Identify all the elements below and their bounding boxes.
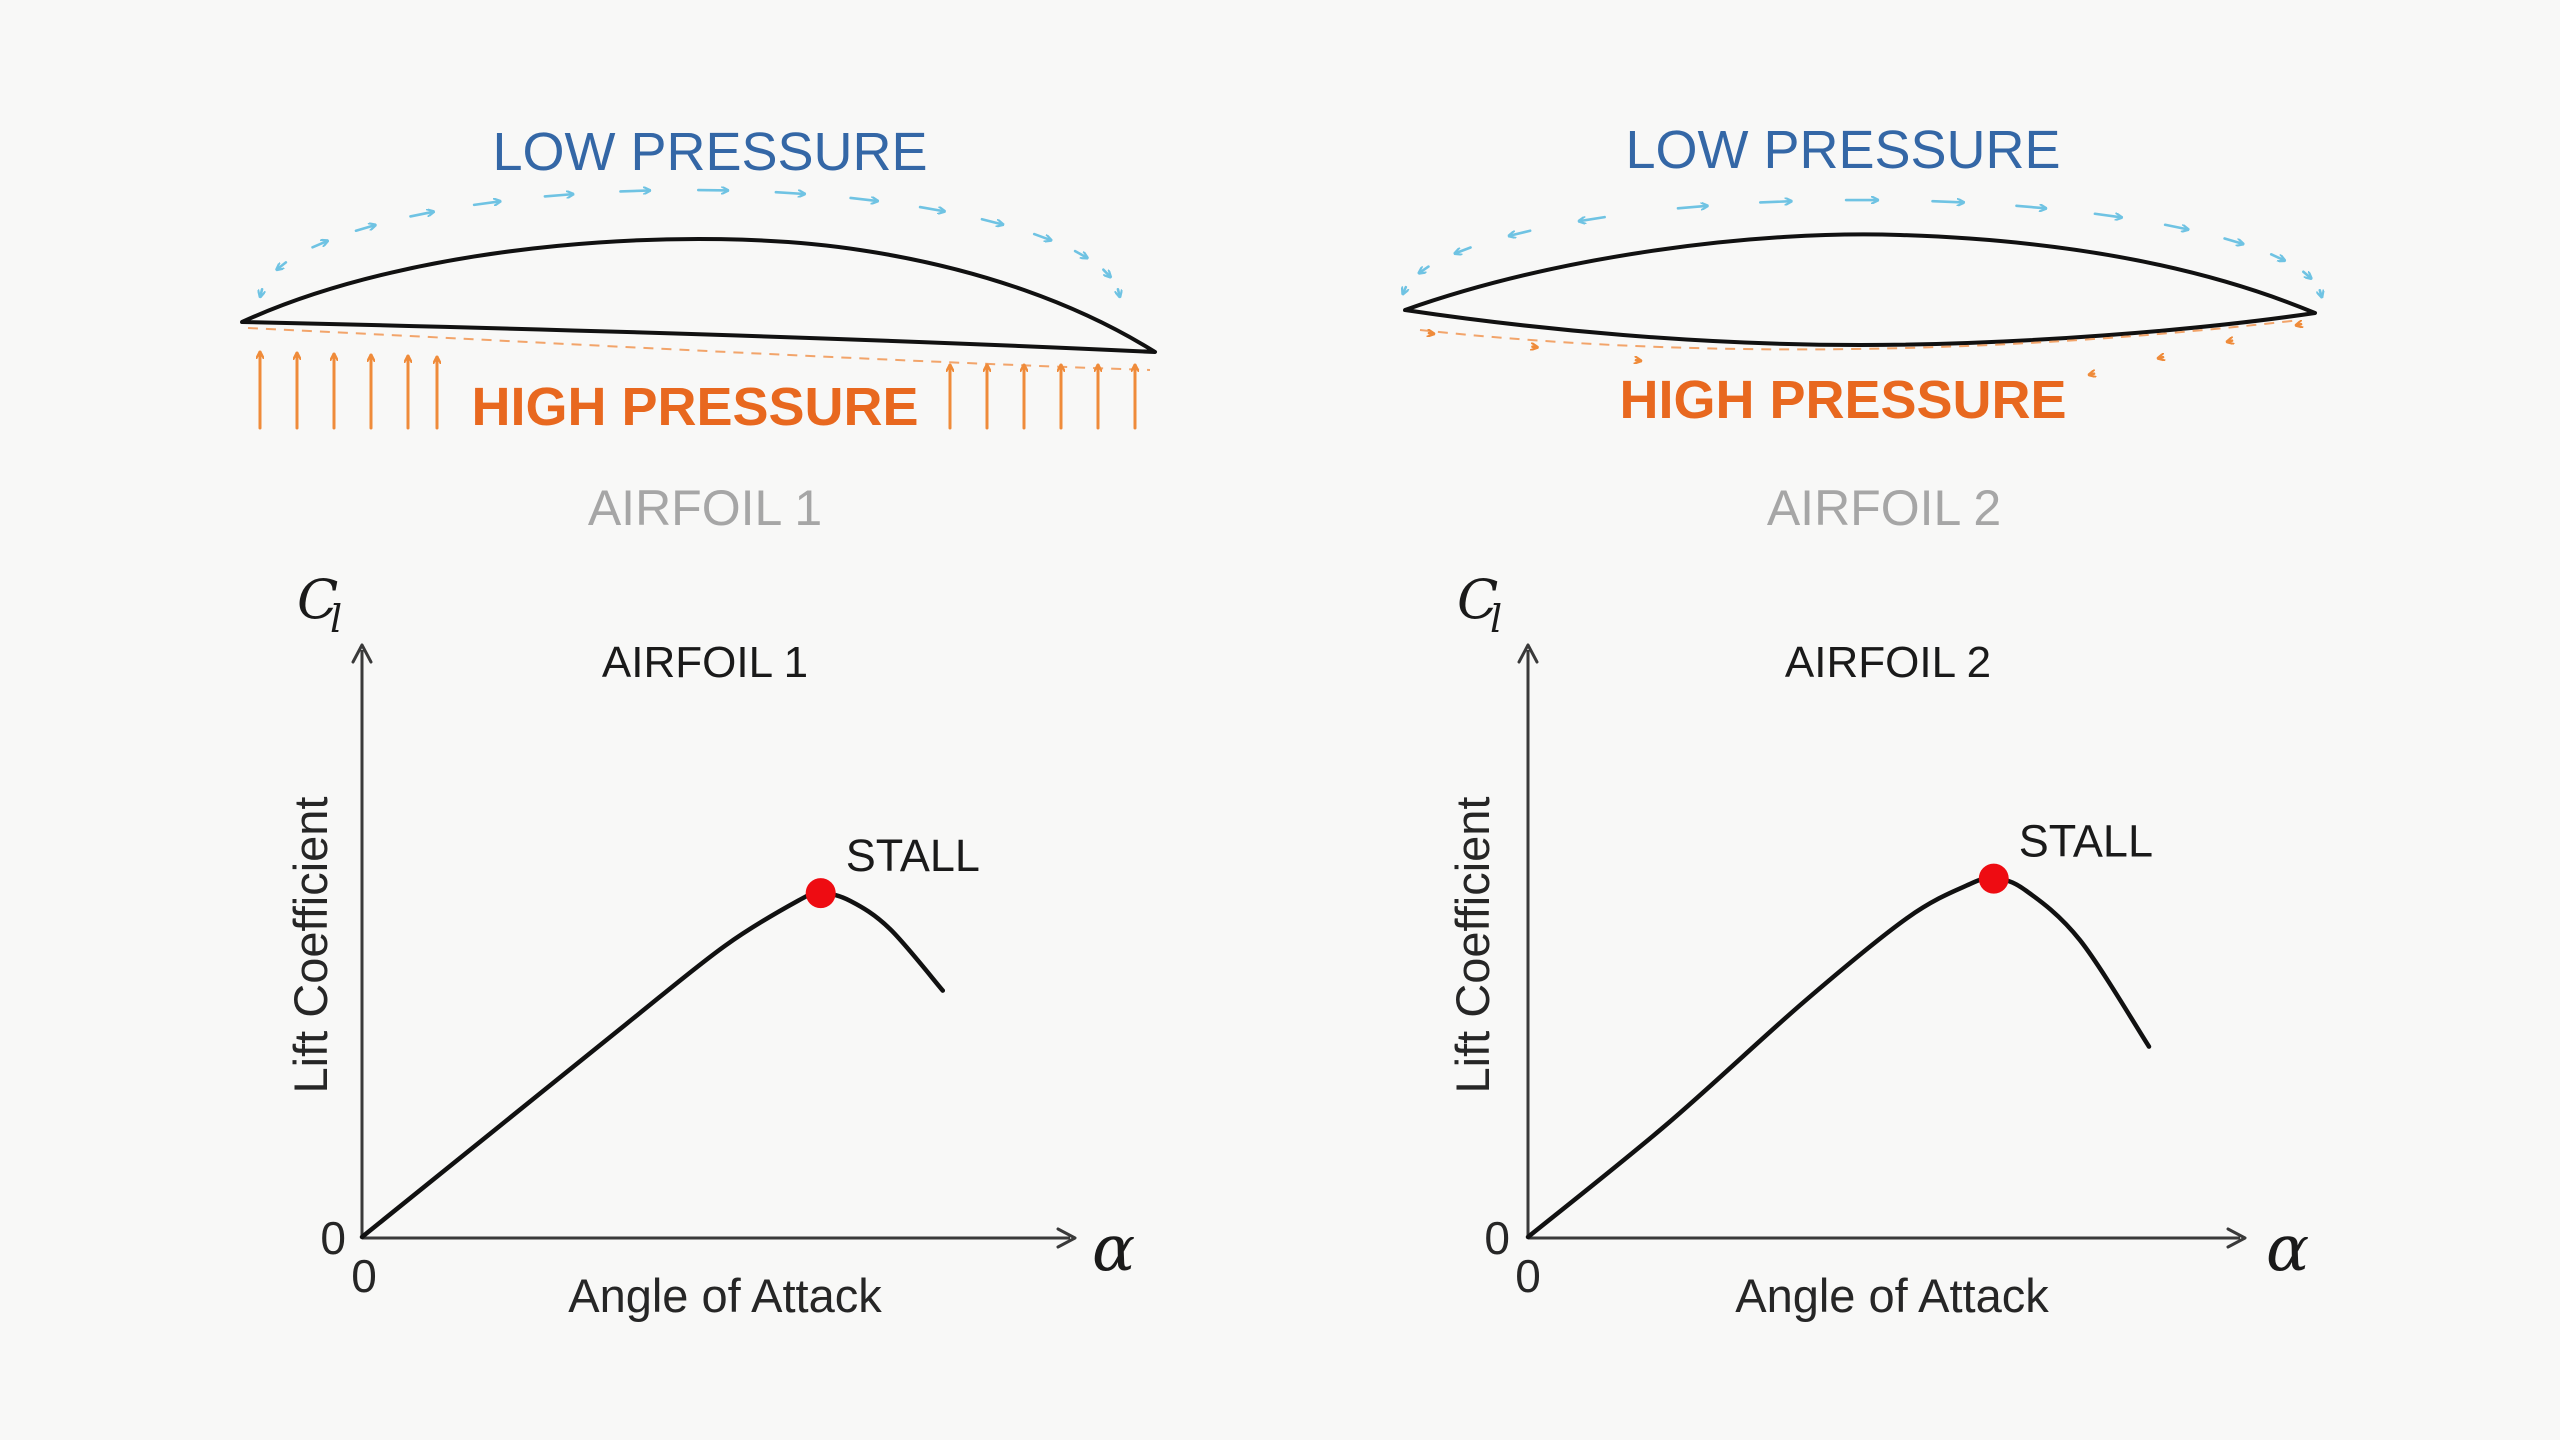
low-flow-arrow-2-2 [1758, 201, 1793, 202]
high-pressure-label-2: HIGH PRESSURE [1619, 370, 2066, 430]
y-axis-label-1: Lift Coefficient [284, 797, 337, 1094]
airfoil-1-diagram: LOW PRESSURE HIGH PRESSURE AIRFOIL 1 [240, 122, 1157, 536]
low-flow-arrow-2-11 [2320, 288, 2322, 297]
y-axis-symbol-2: C [1457, 568, 1498, 631]
low-flow-arrow-1-6 [619, 190, 652, 191]
low-flow-arrow-2-8 [2223, 237, 2244, 244]
low-flow-arrow-2-1 [1676, 206, 1708, 209]
high-flow-arrow-2-left-2 [1532, 347, 1537, 348]
x-axis-label-2: Angle of Attack [1735, 1269, 2049, 1322]
y-origin-label-1: 0 [320, 1212, 346, 1264]
low-flow-arrow-2-6 [2093, 212, 2122, 218]
low-flow-arrow-2-5 [2015, 206, 2046, 209]
low-flow-arrow-2-10 [2302, 270, 2311, 279]
lift-curve-2 [1525, 875, 2152, 1240]
chart-1-title: AIRFOIL 1 [602, 638, 808, 687]
chart-2-title: AIRFOIL 2 [1785, 638, 1991, 687]
high-flow-arrow-2-right-3 [2158, 357, 2163, 358]
airfoil-1-caption: AIRFOIL 1 [588, 480, 822, 536]
x-axis-arrowhead-1 [1056, 1227, 1077, 1249]
stall-marker-1 [805, 878, 836, 909]
lift-curve-1 [359, 890, 946, 1240]
lift-curve-chart-2: C l AIRFOIL 2 Lift Coefficient Angle of … [1446, 568, 2309, 1322]
lift-curve-chart-1: C l AIRFOIL 1 Lift Coefficient Angle of … [284, 568, 1135, 1322]
high-pressure-flow-line-1 [247, 327, 1151, 371]
y-axis-label-2: Lift Coefficient [1446, 797, 1499, 1094]
low-pressure-label-2: LOW PRESSURE [1625, 120, 2060, 180]
low-flow-arrow-2-7 [2163, 223, 2188, 230]
high-flow-arrow-2-right-2 [2227, 341, 2232, 342]
x-axis-symbol-2: α [2266, 1212, 2309, 1286]
low-flow-arrow-1-11 [980, 217, 1003, 224]
x-origin-label-2: 0 [1515, 1250, 1541, 1302]
low-flow-arrow-1-2 [354, 225, 375, 233]
airfoil-2-diagram: LOW PRESSURE HIGH PRESSURE AIRFOIL 2 [1403, 120, 2322, 536]
low-pressure-flow-arrows-1 [260, 190, 1120, 297]
high-flow-arrow-2-right-1 [2296, 324, 2301, 325]
airfoil-1-shape [240, 237, 1157, 354]
low-flow-arrow-2-4 [1931, 201, 1966, 202]
low-pressure-flow-arrows-2 [1403, 200, 2322, 297]
low-flow-arrow-1-12 [1032, 232, 1051, 240]
high-flow-arrow-2-right-4 [2089, 374, 2094, 375]
low-flow-arrow-1-9 [849, 198, 878, 201]
low-flow-arrow-2-9 [2269, 253, 2285, 260]
high-flow-arrow-2-left-1 [1429, 333, 1434, 334]
low-pressure-label-1: LOW PRESSURE [492, 122, 927, 182]
low-flow-arrow-2-back-4 [1509, 229, 1532, 236]
low-flow-arrow-1-13 [1073, 249, 1087, 258]
low-flow-arrow-1-1 [311, 241, 328, 249]
high-pressure-label-1: HIGH PRESSURE [471, 377, 918, 437]
high-pressure-flow-arrows-2 [1429, 324, 2301, 375]
low-flow-arrow-1-3 [409, 212, 433, 218]
low-flow-arrow-1-5 [543, 194, 573, 196]
high-pressure-up-arrows-1 [260, 350, 1135, 430]
y-axis-arrowhead-1 [351, 643, 373, 664]
stall-marker-2 [1978, 863, 2009, 894]
high-flow-arrow-2-left-3 [1636, 360, 1641, 361]
low-flow-arrow-2-back-1 [1403, 285, 1406, 294]
airfoil-2-caption: AIRFOIL 2 [1767, 480, 2001, 536]
low-flow-arrow-1-15 [1118, 288, 1120, 297]
x-axis-symbol-1: α [1092, 1212, 1135, 1286]
y-axis-arrowhead-2 [1517, 643, 1539, 664]
stall-label-2: STALL [2019, 816, 2153, 867]
x-axis-arrowhead-2 [2226, 1227, 2247, 1249]
stall-label-1: STALL [846, 830, 980, 881]
low-flow-arrow-2-back-5 [1579, 215, 1606, 221]
y-axis-symbol-1: C [297, 568, 338, 631]
x-axis-label-1: Angle of Attack [568, 1269, 882, 1322]
low-flow-arrow-1-14 [1102, 268, 1110, 277]
y-origin-label-2: 0 [1484, 1212, 1510, 1264]
x-origin-label-1: 0 [351, 1250, 377, 1302]
low-flow-arrow-1-4 [472, 201, 500, 205]
low-flow-arrow-2-back-3 [1455, 246, 1472, 253]
low-flow-arrow-1-back-1 [260, 288, 262, 297]
airfoil-2-shape [1403, 232, 2317, 347]
low-flow-arrow-1-back-2 [277, 261, 288, 269]
y-axis-symbol-sub-2: l [1490, 597, 1502, 641]
low-flow-arrow-1-10 [918, 205, 945, 211]
low-flow-arrow-1-8 [774, 192, 807, 194]
y-axis-symbol-sub-1: l [330, 597, 342, 641]
low-flow-arrow-2-back-2 [1419, 265, 1430, 274]
